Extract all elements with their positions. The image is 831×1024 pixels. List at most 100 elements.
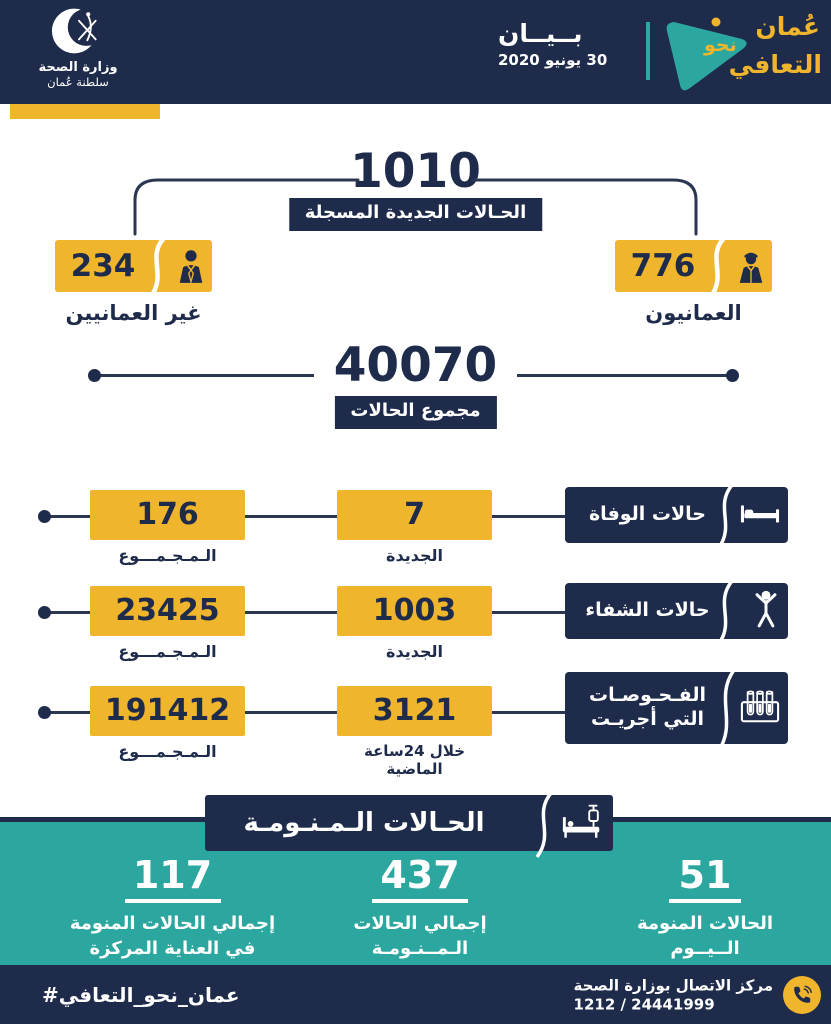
hospitalized-banner-label: الحـالات الـمـنـومـة bbox=[243, 808, 485, 838]
crescent-emblem-icon bbox=[51, 8, 105, 62]
cumulative-total-wrap: 40070 bbox=[0, 338, 831, 393]
bulletin-date: 30 يونيو 2020 bbox=[498, 50, 608, 69]
call-center-block: مركز الاتصال بوزارة الصحة 1212 / 2444199… bbox=[574, 976, 773, 1013]
businessman-icon bbox=[176, 248, 206, 288]
recovered-person-icon bbox=[752, 590, 780, 632]
stat-label-line1: إجمالي الحالات المنومة bbox=[69, 912, 276, 934]
divider-curve-icon bbox=[706, 579, 740, 651]
divider-curve-icon bbox=[706, 483, 740, 555]
phone-icon bbox=[783, 975, 821, 1014]
stat-label-line2: في العناية المركزة bbox=[89, 938, 256, 960]
non-omanis-card: 234 غير العمانيين bbox=[55, 236, 212, 325]
new-cases-label: الحـالات الجديدة المسجلة bbox=[288, 198, 543, 231]
non-omanis-value-box: 234 bbox=[55, 236, 212, 300]
row-dot bbox=[38, 510, 51, 523]
new-label: الجديدة bbox=[386, 642, 443, 661]
stat-label-line2: الـمــنـومـة bbox=[371, 938, 469, 960]
non-omanis-value: 234 bbox=[70, 248, 136, 284]
category-box-tests: الفـحـوصـات التي أجريـت bbox=[565, 668, 788, 753]
total-value-box: 191412 bbox=[90, 686, 245, 736]
campaign-hashtag: #عمان_نحو_التعافي bbox=[42, 982, 240, 1007]
new-value: 1003 bbox=[372, 593, 457, 628]
row-line bbox=[45, 711, 567, 714]
divider-curve-icon bbox=[700, 236, 732, 304]
category-label: الفـحـوصـات bbox=[589, 684, 706, 707]
row-line bbox=[45, 611, 567, 614]
stat-label-line2: الــيــوم bbox=[670, 938, 740, 960]
non-omanis-label: غير العمانيين bbox=[65, 301, 202, 325]
total-value-box: 176 bbox=[90, 490, 245, 540]
row-dot bbox=[38, 706, 51, 719]
stat-value: 437 bbox=[380, 853, 460, 897]
new-label: الجديدة bbox=[386, 546, 443, 565]
stat-value: 51 bbox=[678, 853, 732, 897]
omanis-card: 776 العمانيون bbox=[615, 236, 772, 325]
total-value: 23425 bbox=[115, 593, 220, 628]
header-bar: وزارة الصحة سلطنة عُمان بــيــان 30 يوني… bbox=[0, 0, 831, 104]
stat-underline bbox=[372, 898, 468, 903]
omanis-label: العمانيون bbox=[645, 301, 742, 325]
new-value-box: 3121 bbox=[337, 686, 492, 736]
total-value: 176 bbox=[136, 497, 199, 532]
category-label: حالات الوفاة bbox=[588, 503, 707, 526]
new-label: خلال 24ساعة الماضية bbox=[363, 742, 466, 778]
bulletin-block: بــيــان 30 يونيو 2020 bbox=[498, 20, 640, 69]
ministry-name: وزارة الصحة bbox=[38, 60, 118, 75]
row-deaths: 176 الـمـجـمـــوع 7 الجديدة حالات الوفاة bbox=[0, 480, 831, 590]
category-box-recoveries: حالات الشفاء bbox=[565, 579, 788, 647]
row-line bbox=[45, 515, 567, 518]
campaign-word-towards: نحو bbox=[704, 34, 737, 56]
campaign-word-recovery: التعافي bbox=[728, 50, 822, 79]
footer-bar: #عمان_نحو_التعافي مركز الاتصال بوزارة ال… bbox=[0, 965, 831, 1024]
campaign-triangle-icon bbox=[658, 16, 754, 100]
category-label-line2: التي أجريـت bbox=[590, 708, 704, 730]
total-value: 191412 bbox=[104, 693, 231, 728]
row-recoveries: 23425 الـمـجـمـــوع 1003 الجديدة حالات ا… bbox=[0, 576, 831, 686]
omanis-value: 776 bbox=[630, 248, 696, 284]
stat-hospitalized-icu: 117 إجمالي الحالات المنومة في العناية ال… bbox=[55, 853, 290, 961]
omani-person-icon bbox=[736, 248, 766, 288]
stat-hospitalized-total: 437 إجمالي الحالات الـمــنـومـة bbox=[315, 853, 525, 961]
cumulative-total: 40070 bbox=[313, 338, 518, 393]
patient-bed-iv-icon bbox=[561, 803, 605, 843]
new-value: 7 bbox=[404, 497, 425, 532]
new-cases-total: 1010 bbox=[350, 144, 481, 199]
total-label: الـمـجـمـــوع bbox=[118, 742, 217, 761]
new-cases-bracket bbox=[118, 172, 713, 240]
stat-label-line1: الحالات المنومة bbox=[636, 912, 774, 934]
bulletin-title: بــيــان bbox=[498, 19, 583, 48]
ministry-logo: وزارة الصحة سلطنة عُمان bbox=[16, 4, 140, 89]
stat-label-line1: إجمالي الحالات bbox=[353, 912, 487, 934]
ministry-country: سلطنة عُمان bbox=[47, 75, 109, 89]
category-box-deaths: حالات الوفاة bbox=[565, 483, 788, 551]
cumulative-line-dot bbox=[726, 369, 739, 382]
call-center-label: مركز الاتصال بوزارة الصحة bbox=[573, 976, 773, 994]
bed-icon bbox=[740, 502, 780, 528]
stat-underline bbox=[124, 898, 221, 903]
stat-hospitalized-today: 51 الحالات المنومة الــيــوم bbox=[600, 853, 810, 961]
divider-curve-icon bbox=[525, 791, 559, 863]
row-tests: 191412 الـمـجـمـــوع 3121 خلال 24ساعة ال… bbox=[0, 666, 831, 778]
total-value-box: 23425 bbox=[90, 586, 245, 636]
new-value: 3121 bbox=[372, 693, 457, 728]
total-label: الـمـجـمـــوع bbox=[118, 546, 217, 565]
gold-accent-bar bbox=[10, 104, 160, 119]
divider-curve-icon bbox=[706, 668, 740, 758]
category-label: حالات الشفاء bbox=[585, 599, 710, 622]
cumulative-label: مجموع الحالات bbox=[334, 396, 497, 429]
new-value-box: 7 bbox=[337, 490, 492, 540]
call-center-numbers: 1212 / 24441999 bbox=[573, 995, 715, 1013]
campaign-word-oman: عُمان bbox=[755, 12, 820, 41]
hospitalized-banner: الحـالات الـمـنـومـة bbox=[205, 791, 613, 859]
stat-underline bbox=[669, 898, 741, 903]
cumulative-line-dot bbox=[88, 369, 101, 382]
campaign-logo: عُمان نحو التعافي bbox=[658, 4, 826, 102]
omanis-value-box: 776 bbox=[615, 236, 772, 300]
new-value-box: 1003 bbox=[337, 586, 492, 636]
stat-value: 117 bbox=[132, 853, 213, 897]
header-divider bbox=[646, 22, 650, 80]
row-dot bbox=[38, 606, 51, 619]
test-tubes-icon bbox=[740, 687, 780, 729]
total-label: الـمـجـمـــوع bbox=[118, 642, 217, 661]
